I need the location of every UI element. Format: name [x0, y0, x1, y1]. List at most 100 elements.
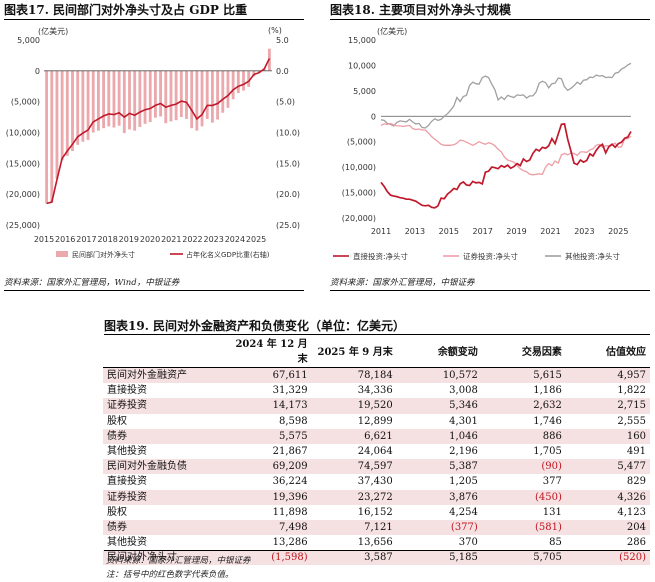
table-cell: 14,173 — [226, 398, 312, 414]
table-cell: 24,064 — [357, 446, 393, 458]
table-cell: 829 — [626, 476, 646, 488]
fig17-x-label: 2018 — [97, 235, 117, 244]
fig17-x-label: 2020 — [140, 235, 160, 244]
fig18-direct-investment-line — [380, 122, 632, 209]
fig17-x-label: 2016 — [55, 235, 75, 244]
fig18-y-tick: 15,000 — [348, 36, 376, 45]
table-cell: 85 — [549, 537, 562, 549]
fig17-bar — [174, 70, 178, 121]
table-cell: 5,387 — [396, 459, 482, 475]
fig17-x-label: 2015 — [34, 235, 54, 244]
table-cell: 19,396 — [226, 489, 312, 505]
table-cell: 1,205 — [449, 476, 478, 488]
row-label: 民间对外金融负债 — [103, 459, 227, 475]
fig18-y-tick: (20,000) — [342, 214, 376, 223]
fig17-bar — [55, 70, 59, 179]
row-label: 民间对外净头寸 — [103, 550, 227, 566]
table-cell: (450) — [481, 489, 566, 505]
row-label: 股权 — [107, 506, 127, 518]
table-cell: 491 — [626, 446, 646, 458]
fig17-x-label: 2024 — [225, 235, 245, 244]
fig17-bar — [128, 70, 131, 130]
fig17-bar — [133, 70, 137, 131]
row-label: 证券投资 — [103, 489, 227, 505]
row-label: 债券 — [103, 519, 227, 536]
table-cell: 160 — [565, 428, 650, 444]
fig18-bottom-rule — [330, 290, 650, 291]
table-note: 注：括号中的红色数字代表负值。 — [106, 570, 234, 580]
table-cell: 23,272 — [311, 489, 397, 505]
table-cell: 204 — [565, 519, 650, 536]
financial-table: 2024 年 12 月末 2025 年 9 月末 余额变动 交易因素 估值效应 … — [103, 337, 650, 566]
header-balance-change: 余额变动 — [396, 337, 482, 368]
fig17-left-unit: (亿美元) — [38, 26, 68, 36]
fig17-right-tick: (15.0) — [276, 159, 300, 168]
table-cell: 2,196 — [449, 446, 478, 458]
table-cell: 4,254 — [449, 506, 478, 518]
fig17-bar — [242, 70, 245, 91]
fig17-bar — [117, 70, 121, 126]
header-2024-dec: 2024 年 12 月末 — [226, 337, 312, 368]
table-cell: 78,184 — [311, 367, 397, 384]
table-row: 债券 5,575 6,621 1,046 886 160 — [103, 428, 650, 444]
fig17-bar — [112, 70, 116, 128]
row-label: 其他投资 — [107, 446, 147, 458]
header-label — [103, 337, 227, 368]
table-cell: 1,746 — [533, 415, 562, 427]
fig17-bar — [179, 70, 183, 118]
fig18-other-investment-line — [380, 62, 632, 129]
table-cell: 5,615 — [481, 367, 566, 384]
fig17-bar — [252, 70, 256, 77]
table-cell: 19,520 — [311, 398, 397, 414]
fig18-x-label: 2015 — [439, 227, 459, 236]
table-cell: 886 — [481, 428, 566, 444]
fig17-title-rule — [4, 19, 304, 20]
fig18-x-label: 2013 — [405, 227, 425, 236]
fig18-legend-label: 证券投资:净头寸 — [463, 251, 519, 261]
table-cell: 7,498 — [226, 519, 312, 536]
fig17-bar — [247, 70, 251, 87]
fig17-bottom-rule — [4, 290, 304, 291]
fig18-chart: (亿美元) 15,000 10,000 5,000 0 (5,000) (10,000) (… — [333, 26, 632, 261]
fig17-right-tick: (25.0) — [276, 221, 300, 230]
fig17-source: 资料来源：国家外汇管理局，Wind，中银证券 — [4, 278, 180, 288]
table-cell: 74,597 — [311, 459, 397, 475]
fig17-left-tick: 5,000 — [17, 36, 40, 45]
table-cell: 1,186 — [533, 385, 562, 397]
fig17-bar — [122, 70, 126, 134]
fig17-x-label: 2025 — [246, 235, 266, 244]
table-cell: 286 — [626, 537, 646, 549]
table-row: 证券投资 19,396 23,272 3,876 (450) 4,326 — [103, 489, 650, 505]
fig17-bar — [231, 70, 235, 100]
fig18-legend-label: 其他投资:净头寸 — [565, 251, 621, 261]
fig18-y-tick: (15,000) — [342, 189, 376, 198]
header-valuation: 估值效应 — [565, 337, 650, 368]
fig17-bar — [221, 70, 225, 113]
table-cell: 5,477 — [565, 459, 650, 475]
table-row: 证券投资 14,173 19,520 5,346 2,632 2,715 — [103, 398, 650, 414]
fig17-gdp-ratio-line — [46, 58, 271, 205]
fig17-legend-line-label: 占年化名义GDP比重(右轴) — [186, 250, 270, 259]
fig17-bar — [107, 70, 111, 127]
fig17-bar — [169, 70, 173, 122]
row-label: 民间对外金融资产 — [103, 367, 227, 384]
table-cell: 13,286 — [272, 537, 308, 549]
table-cell: (377) — [396, 519, 482, 536]
table-cell: 3,008 — [449, 385, 478, 397]
row-label: 股权 — [107, 415, 127, 427]
fig17-title: 图表17. 民间部门对外净头寸及占 GDP 比重 — [4, 3, 248, 17]
fig17-chart: (亿美元) (%) 5,000 0 (5,000) (10,000) (15,000) (… — [6, 26, 300, 259]
row-label: 直接投资 — [107, 385, 147, 397]
fig17-legend-bar-swatch — [56, 251, 68, 257]
row-label: 债券 — [103, 428, 227, 444]
table-cell: 37,430 — [357, 476, 393, 488]
table-cell: 11,898 — [272, 506, 308, 518]
fig17-bar — [185, 70, 188, 119]
table-cell: 3,587 — [311, 550, 397, 566]
row-label: 直接投资 — [107, 476, 147, 488]
row-label: 证券投资 — [103, 398, 227, 414]
fig17-x-label: 2019 — [119, 235, 139, 244]
table-cell: 1,046 — [396, 428, 482, 444]
table-row: 其他投资 13,286 13,656 370 85 286 — [103, 535, 650, 550]
fig18-source: 资料来源：国家外汇管理局，中银证券 — [330, 278, 475, 288]
